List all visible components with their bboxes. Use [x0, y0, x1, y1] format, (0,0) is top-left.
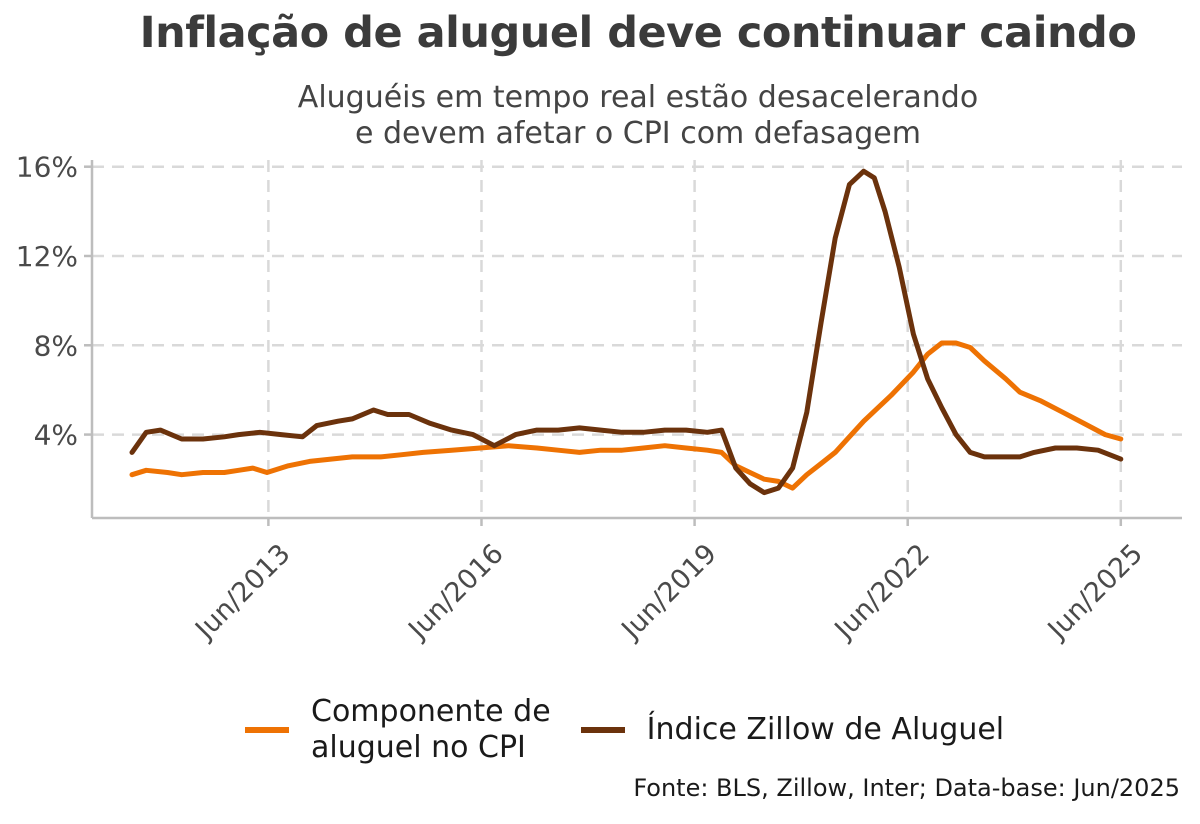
legend: Componente de aluguel no CPI Índice Zill…: [245, 690, 1034, 770]
source-note: Fonte: BLS, Zillow, Inter; Data-base: Ju…: [633, 774, 1180, 802]
y-tick-label: 8%: [34, 329, 78, 362]
y-tick-labels: 4% 8% 12% 16%: [16, 151, 78, 452]
series-line-cpi: [129, 340, 1124, 491]
x-tick-label: Jun/2019: [615, 538, 723, 646]
legend-swatch-zillow: [580, 727, 625, 733]
chart-title: Inflação de aluguel deve continuar caind…: [139, 8, 1137, 58]
y-tick-label: 16%: [16, 151, 78, 184]
x-tick-label: Jun/2025: [1041, 538, 1149, 646]
x-tick-labels: Jun/2013 Jun/2016 Jun/2019 Jun/2022 Jun/2025: [188, 538, 1149, 646]
legend-item-zillow: Índice Zillow de Aluguel: [580, 712, 1005, 748]
series-line-zillow: [129, 168, 1124, 496]
x-tick-label: Jun/2022: [828, 538, 936, 646]
legend-label-cpi: Componente de aluguel no CPI: [311, 694, 551, 765]
y-tick-label: 4%: [34, 419, 78, 452]
grid-lines: [92, 160, 1182, 518]
legend-item-cpi: Componente de aluguel no CPI: [245, 694, 551, 766]
x-tick-label: Jun/2016: [402, 538, 510, 646]
y-tick-label: 12%: [16, 240, 78, 273]
x-tick-label: Jun/2013: [188, 538, 296, 646]
series-lines: [129, 168, 1124, 496]
chart-subtitle: Aluguéis em tempo real estão desaceleran…: [297, 80, 979, 151]
line-chart: 4%8%12%16% Jun/2013 Jun/2016 Jun/2019 Jun/2…: [16, 151, 1182, 646]
legend-swatch-cpi: [245, 727, 289, 733]
legend-label-zillow: Índice Zillow de Aluguel: [646, 712, 1005, 747]
axes: [84, 160, 1182, 526]
